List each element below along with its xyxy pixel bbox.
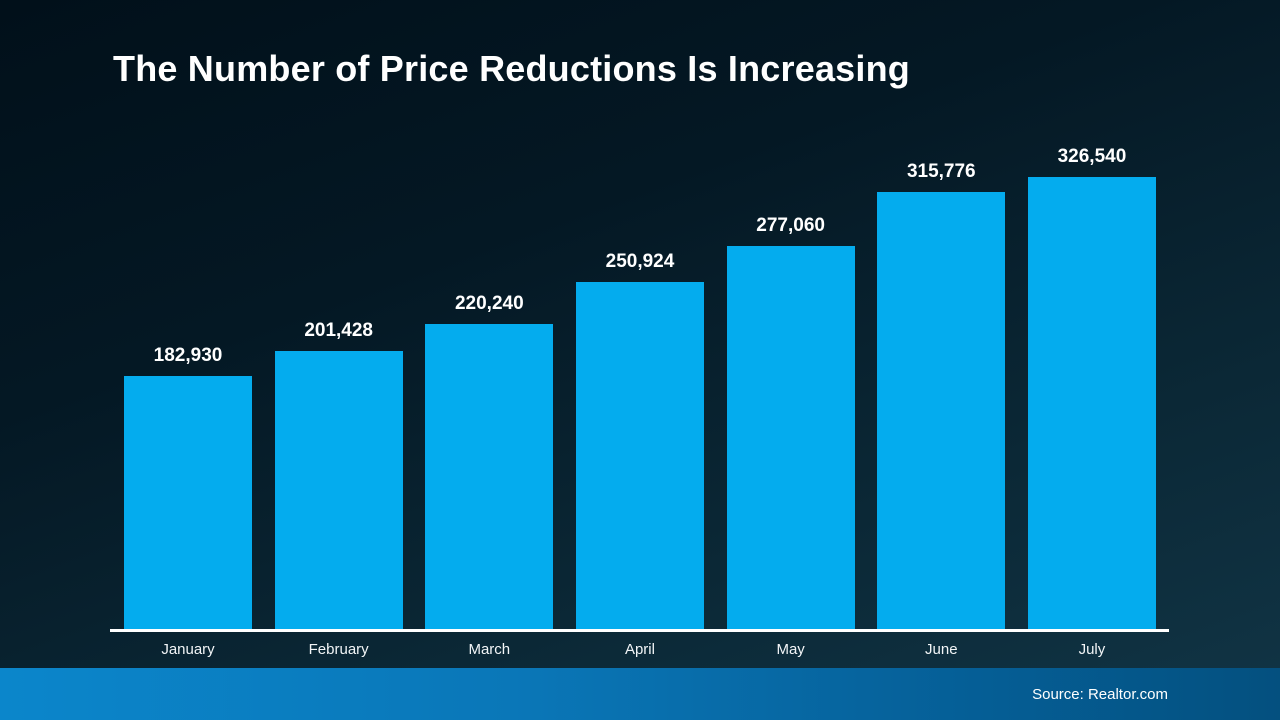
x-axis-label: May [776,641,805,658]
bar-value-label: 250,924 [605,251,675,272]
bar-value-label: 277,060 [756,215,825,236]
x-axis-label: July [1078,641,1106,658]
x-axis-label: February [308,641,369,658]
bar-column: 250,924 [575,251,704,630]
x-axis-label: April [624,641,655,658]
bar-value-label: 326,540 [1057,146,1127,167]
bar-value-label: 220,240 [454,293,524,314]
bar [877,192,1006,630]
bar-value-label: 201,428 [304,320,373,341]
bar [1027,177,1156,630]
bar-value-label: 182,930 [153,345,223,366]
bar [425,324,554,630]
footer-bar: Source: Realtor.com [0,668,1280,720]
source-text: Source: Realtor.com [1032,685,1168,703]
bar-column: 277,060 [726,215,855,630]
x-axis-label: June [925,641,958,658]
bar [575,282,704,630]
bar-column: 326,540 [1027,146,1156,630]
bar-column: 315,776 [877,161,1006,630]
bar-column: 182,930 [124,345,252,630]
x-axis-labels: January February March April May June July [124,641,1156,658]
bars-container: 182,930 201,428 220,240 250,924 277,060 315,7… [124,140,1156,630]
bar [726,246,855,630]
bar [124,376,252,630]
bar-value-label: 315,776 [906,161,976,182]
bar-column: 201,428 [274,320,403,630]
x-axis-label: January [161,641,215,658]
chart-title: The Number of Price Reductions Is Increa… [113,48,910,89]
bar [274,351,403,630]
x-axis-line [110,629,1169,632]
bar-column: 220,240 [425,293,554,630]
x-axis-label: March [468,641,511,658]
